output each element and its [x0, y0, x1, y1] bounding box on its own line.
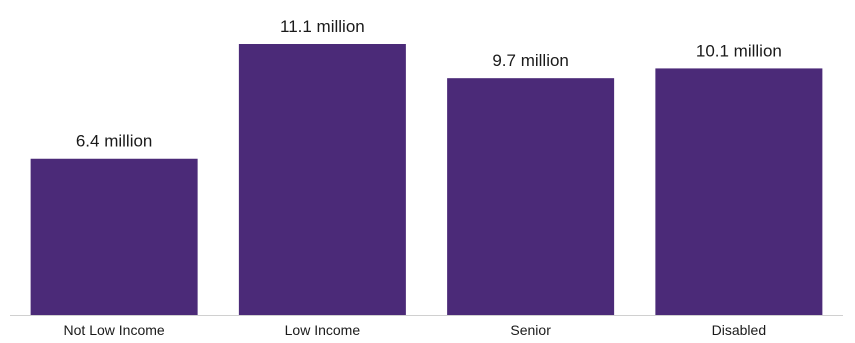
data-labels-layer: 6.4 million 11.1 million 9.7 million 10.1 m…: [76, 17, 782, 151]
data-label-disabled: 10.1 million: [696, 41, 782, 60]
bars-layer: [30, 44, 823, 316]
bar-disabled: [655, 68, 823, 315]
data-label-not-low-income: 6.4 million: [76, 132, 153, 151]
category-label-disabled: Disabled: [712, 322, 766, 338]
category-labels-layer: Not Low Income Low Income Senior Disabled: [64, 322, 767, 338]
category-label-low-income: Low Income: [285, 322, 361, 338]
data-label-senior: 9.7 million: [492, 51, 569, 70]
bar-not-low-income: [30, 158, 198, 315]
bar-senior: [447, 78, 615, 316]
category-label-senior: Senior: [510, 322, 551, 338]
bar-low-income: [238, 44, 406, 315]
category-label-not-low-income: Not Low Income: [64, 322, 165, 338]
data-label-low-income: 11.1 million: [280, 17, 365, 36]
